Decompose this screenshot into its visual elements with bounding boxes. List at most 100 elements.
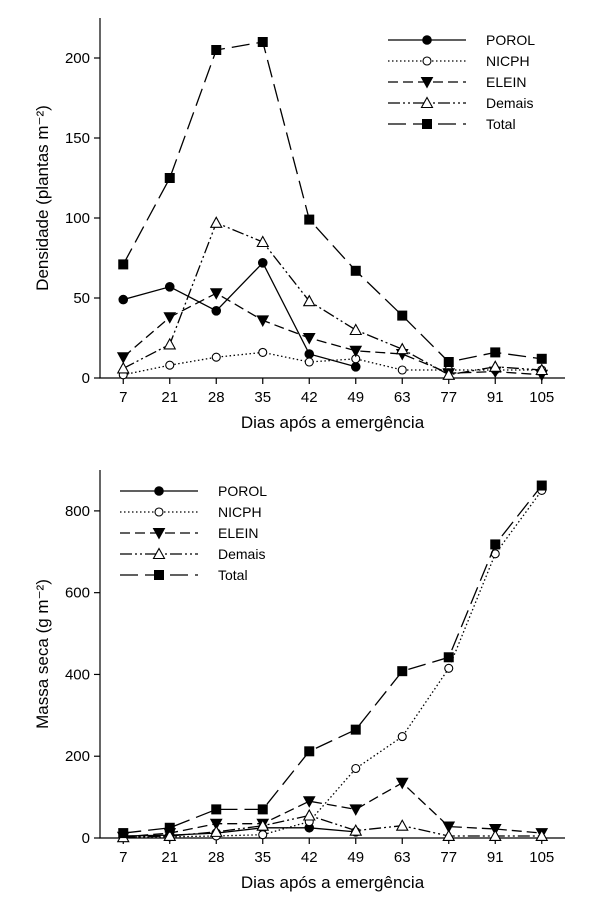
legend-marker: [420, 96, 434, 109]
x-tick-label: 28: [208, 849, 225, 866]
data-point: [302, 294, 316, 307]
data-point: [536, 353, 547, 364]
data-point: [350, 265, 361, 276]
chart-2: 0 200 400 600 800 7 21 28 35 42 49 63 77 91 105 Dias ap…: [33, 470, 565, 892]
x-tick-label: 105: [529, 389, 554, 406]
series-total: [118, 37, 547, 367]
data-point: [211, 804, 222, 815]
y-tick-label: 200: [65, 748, 90, 765]
data-point: [488, 360, 502, 372]
x-tick-label: 42: [301, 849, 318, 866]
x-tick-label: 63: [394, 389, 411, 406]
data-point: [256, 235, 270, 248]
y-tick-label: 600: [65, 585, 90, 602]
data-point: [349, 345, 363, 358]
data-point: [116, 352, 130, 364]
legend-marker: [422, 35, 432, 45]
series-nicph: [118, 485, 547, 842]
data-point: [349, 323, 363, 336]
series-line-nicph: [123, 351, 542, 376]
series-demais: [116, 808, 549, 843]
x-tick-label: 35: [254, 389, 271, 406]
data-point: [257, 258, 268, 268]
y-axis-label: Densidade (plantas m⁻²): [33, 105, 52, 291]
y-tick-label: 150: [65, 130, 90, 147]
series-line-porol: [123, 827, 356, 837]
data-point: [490, 347, 501, 358]
legend-label: ELEIN: [218, 525, 258, 541]
chart-1: 0 50 100 150 200 7 21 28 35 42 49 63 77 91 105 Dias apó…: [33, 18, 565, 432]
data-point: [443, 652, 454, 663]
data-point: [211, 306, 222, 316]
x-tick-label: 42: [301, 389, 318, 406]
data-point: [118, 828, 129, 839]
data-point: [397, 365, 407, 375]
data-point: [488, 829, 502, 842]
data-point: [349, 804, 363, 816]
series-line-total: [122, 41, 542, 363]
y-tick-label: 50: [73, 290, 90, 307]
x-tick-label: 7: [119, 389, 127, 406]
data-point: [118, 259, 129, 270]
legend-marker: [154, 507, 164, 517]
axes-frame: [99, 470, 565, 839]
data-point: [302, 808, 316, 821]
data-point: [258, 347, 268, 357]
data-point: [209, 288, 223, 300]
legend-marker: [154, 570, 164, 580]
data-point: [304, 214, 315, 225]
legend-label: NICPH: [218, 504, 262, 520]
series-line-porol: [123, 261, 356, 368]
data-point: [302, 796, 316, 808]
series-line-demais: [123, 814, 542, 838]
x-tick-label: 21: [161, 849, 178, 866]
x-tick-label: 21: [161, 389, 178, 406]
data-point: [535, 363, 549, 376]
data-point: [350, 362, 361, 372]
data-point: [164, 282, 175, 292]
x-tick-label: 7: [119, 849, 127, 866]
data-point: [444, 663, 454, 673]
data-point: [397, 310, 408, 321]
data-point: [395, 777, 409, 790]
data-point: [118, 294, 129, 305]
legend-label: Total: [218, 567, 248, 583]
series-total: [118, 480, 547, 839]
x-tick-label: 91: [487, 389, 504, 406]
data-point: [302, 333, 316, 345]
data-point: [163, 337, 177, 350]
x-tick-label: 77: [440, 389, 457, 406]
series-line-elein: [123, 781, 542, 838]
y-axis-label: Massa seca (g m⁻²): [33, 579, 52, 729]
legend-marker: [420, 77, 434, 89]
data-point: [442, 821, 456, 834]
data-point: [209, 818, 223, 831]
series-line-demais: [123, 221, 542, 376]
series-elein: [116, 288, 549, 382]
legend-label: Demais: [218, 546, 265, 562]
data-point: [395, 819, 409, 831]
data-point: [165, 360, 175, 370]
data-point: [257, 804, 268, 815]
series-porol: [118, 258, 361, 372]
series-elein: [116, 777, 549, 844]
data-point: [304, 746, 315, 757]
data-point: [116, 361, 130, 374]
data-point: [349, 823, 363, 836]
data-point: [163, 312, 177, 324]
legend-marker: [152, 547, 166, 560]
data-point: [350, 724, 361, 735]
series-demais: [116, 216, 549, 380]
data-point: [256, 315, 270, 327]
series-line-elein: [122, 292, 542, 376]
axes-frame: [99, 18, 565, 379]
data-point: [163, 829, 177, 842]
series-line-nicph: [123, 490, 543, 838]
data-point: [211, 45, 222, 55]
legend-label: Demais: [486, 95, 533, 111]
x-tick-label: 49: [347, 849, 364, 866]
legend-label: Total: [486, 116, 516, 132]
data-point: [442, 829, 456, 842]
